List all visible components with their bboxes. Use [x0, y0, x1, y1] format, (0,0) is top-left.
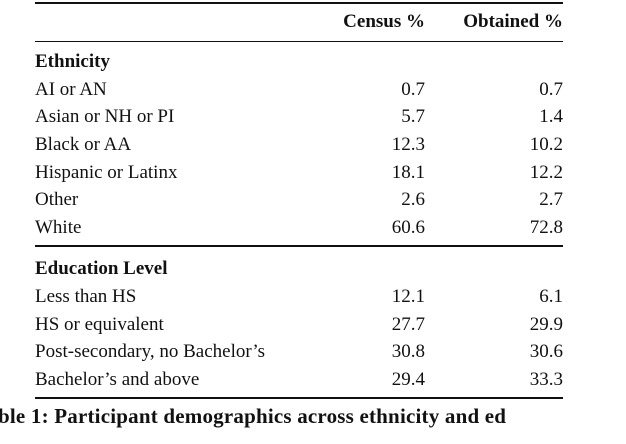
cell-value: 72.8	[529, 216, 563, 238]
column-header: Obtained %	[463, 11, 563, 32]
cell-value: 6.1	[539, 286, 563, 307]
column-header: Census %	[343, 11, 425, 32]
cell-value: 2.7	[539, 189, 563, 211]
cell-value: 29.9	[529, 313, 563, 335]
cell-value: 33.3	[529, 368, 563, 390]
section-title: Education Level	[35, 258, 168, 280]
rule	[35, 245, 563, 247]
cell-value: 0.7	[539, 78, 563, 100]
rule	[35, 397, 563, 399]
row-label: AI or AN	[35, 78, 107, 100]
row-label: HS or equivalent	[35, 313, 164, 335]
cell-value: 12.2	[529, 161, 563, 183]
row-label: Less than HS	[35, 286, 137, 307]
cell-value: 12.3	[391, 133, 425, 155]
row-label: Post-secondary, no Bachelor’s	[35, 341, 266, 363]
row-label: Asian or NH or PI	[35, 106, 175, 128]
cell-value: 2.6	[401, 189, 425, 211]
cell-value: 10.2	[529, 133, 563, 155]
cell-value: 0.7	[401, 78, 425, 100]
cell-value: 60.6	[391, 216, 425, 238]
cell-value: 30.8	[391, 341, 425, 363]
row-label: Bachelor’s and above	[35, 368, 200, 390]
cell-value: 27.7	[391, 313, 425, 335]
rule	[35, 41, 563, 42]
cell-value: 18.1	[391, 161, 425, 183]
row-label: Black or AA	[35, 133, 132, 155]
row-label: White	[35, 216, 82, 238]
cell-value: 1.4	[539, 106, 563, 128]
caption: ble 1: Participant demographics across e…	[0, 404, 507, 428]
cell-value: 30.6	[529, 341, 563, 363]
cell-value: 12.1	[391, 286, 425, 307]
cell-value: 29.4	[391, 368, 425, 390]
rule	[35, 2, 563, 4]
row-label: Other	[35, 189, 79, 211]
section-title: Ethnicity	[35, 51, 110, 72]
row-label: Hispanic or Latinx	[35, 161, 178, 183]
cell-value: 5.7	[401, 106, 425, 128]
